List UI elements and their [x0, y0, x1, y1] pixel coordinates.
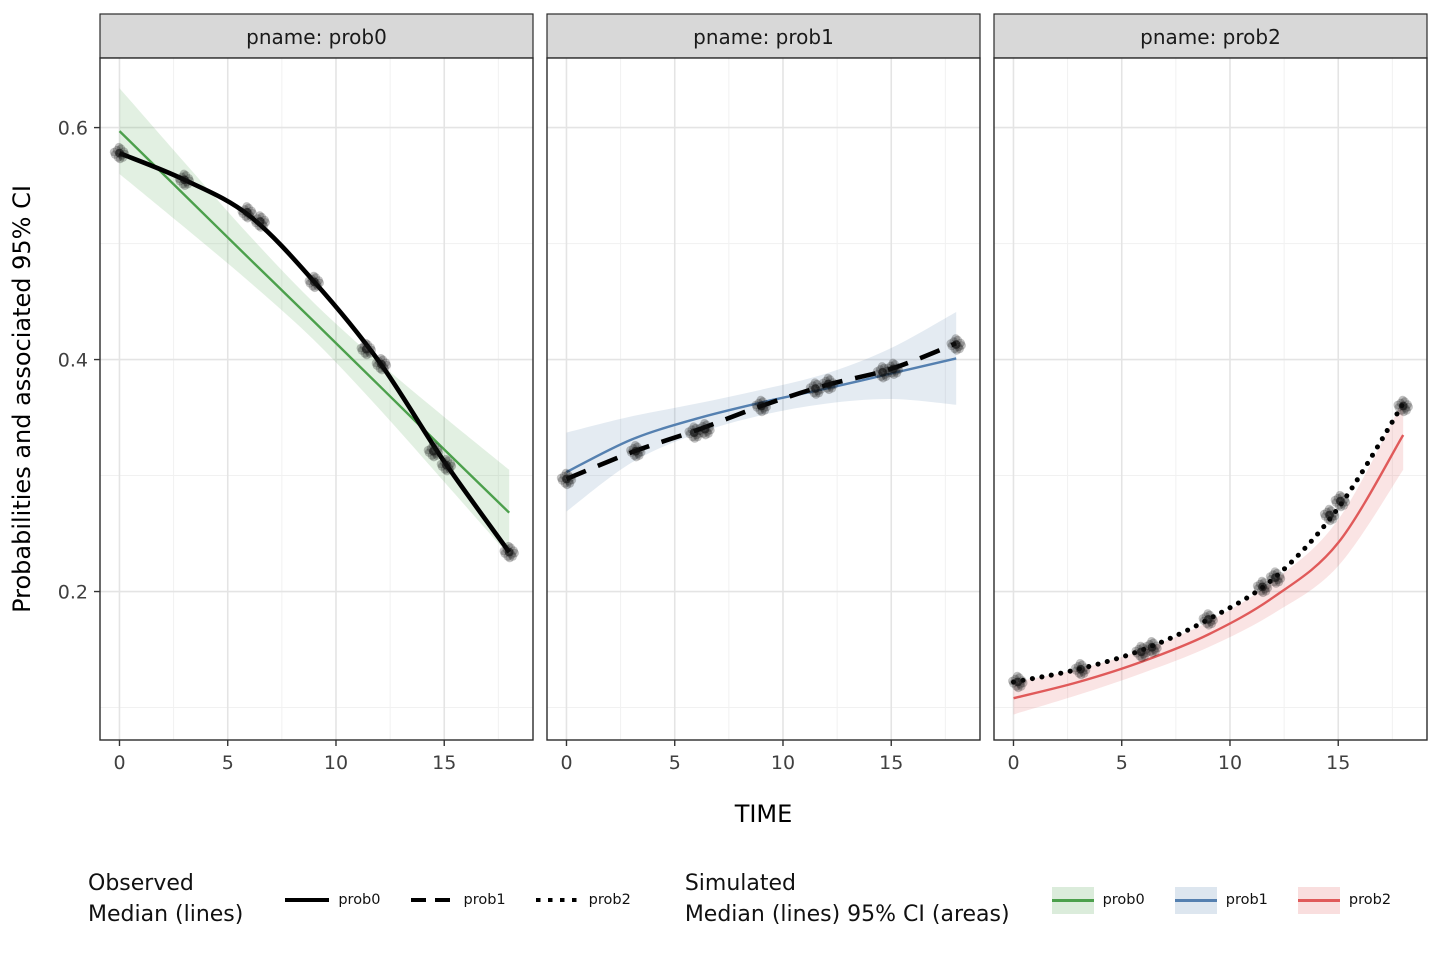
simulated-line-prob2	[1013, 434, 1405, 700]
observed-point-core	[1398, 401, 1408, 411]
faceted-plot: pname: prob0 0 5 10 15 0.2 0.4 0.6 pname: prob1 0…	[8, 13, 1428, 828]
legend-key-label: prob0	[338, 892, 381, 908]
dashed-line-icon	[410, 898, 455, 902]
panel-border	[546, 57, 981, 741]
observed-point-core	[951, 340, 961, 349]
x-tick-label: 5	[1116, 752, 1128, 774]
legend-observed: Observed Median (lines) prob0 prob1 prob…	[88, 869, 631, 931]
legend-key-simulated-prob1: prob1	[1174, 886, 1268, 914]
facet-strip-prob2	[993, 13, 1428, 59]
observed-point-core	[1336, 496, 1345, 506]
facet-panel-prob1	[547, 58, 980, 740]
panel-background	[547, 58, 980, 740]
observed-point-core	[878, 367, 887, 377]
panel-background	[994, 58, 1427, 740]
x-tick-label: 0	[1007, 752, 1019, 774]
legend-key-label: prob1	[1225, 892, 1268, 908]
dotted-line-icon	[535, 898, 580, 902]
legend-key-label: prob0	[1102, 892, 1145, 908]
facet-panel-prob2	[994, 58, 1427, 740]
y-tick-label: 0.6	[58, 118, 88, 140]
y-tick-label: 0.2	[58, 582, 88, 604]
legend-observed-keys: prob0 prob1 prob2	[285, 892, 631, 908]
observed-points-prob1	[556, 334, 966, 490]
legend: Observed Median (lines) prob0 prob1 prob…	[0, 845, 1440, 955]
observed-point-core	[756, 401, 766, 411]
legend-simulated-title: Simulated Median (lines) 95% CI (areas)	[685, 869, 1010, 931]
observed-point-core	[429, 446, 438, 456]
legend-key-simulated-prob2: prob2	[1297, 886, 1392, 914]
legend-key-label: prob2	[1348, 892, 1392, 908]
observed-points-prob0	[109, 142, 519, 563]
legend-key-label: prob1	[463, 892, 506, 908]
observed-points-prob2	[1008, 395, 1413, 693]
observed-point-core	[1258, 582, 1267, 592]
observed-point-core	[811, 384, 820, 393]
legend-simulated-keys: prob0 prob1 prob2	[1051, 886, 1392, 914]
facet-strip-label: pname: prob2	[1140, 25, 1281, 49]
observed-point-core	[1136, 647, 1146, 657]
x-tick-label: 15	[1326, 752, 1350, 774]
observed-point-core	[242, 207, 252, 217]
observed-point-core	[180, 175, 189, 185]
observed-point-core	[442, 460, 451, 470]
facet-strip-prob1	[546, 13, 981, 59]
x-tick-label: 15	[879, 752, 903, 774]
panel-background	[100, 58, 533, 740]
facet-strip-label: pname: prob0	[246, 25, 387, 49]
x-tick-label: 10	[771, 752, 795, 774]
observed-point-core	[115, 148, 124, 158]
legend-key-observed-prob1: prob1	[410, 892, 506, 908]
observed-point-core	[700, 424, 710, 434]
observed-point-core	[361, 344, 371, 354]
observed-point-core	[1013, 677, 1023, 687]
legend-key-observed-prob2: prob2	[535, 892, 631, 908]
observed-point-core	[1076, 664, 1085, 674]
x-tick-label: 5	[669, 752, 681, 774]
x-axis-title: TIME	[734, 800, 793, 828]
legend-key-observed-prob0: prob0	[285, 892, 381, 908]
simulated-ribbon-prob1	[566, 312, 957, 512]
legend-simulated: Simulated Median (lines) 95% CI (areas) …	[685, 869, 1391, 931]
y-tick-label: 0.4	[58, 350, 88, 372]
observed-point-core	[1203, 614, 1213, 624]
observed-point-core	[1325, 510, 1334, 520]
observed-point-core	[631, 446, 641, 456]
observed-point-core	[309, 277, 319, 287]
legend-key-simulated-prob0: prob0	[1051, 886, 1145, 914]
y-axis-title: Probabilities and associated 95% CI	[8, 185, 36, 613]
simulated-line-prob0	[118, 130, 511, 514]
legend-key-label: prob2	[588, 892, 631, 908]
x-tick-label: 0	[560, 752, 572, 774]
observed-point-core	[504, 547, 514, 557]
facet-panel-prob0	[100, 58, 533, 740]
panel-border	[993, 57, 1428, 741]
observed-point-core	[562, 474, 571, 484]
legend-simulated-title-line1: Simulated	[684, 871, 796, 897]
observed-point-core	[1147, 642, 1157, 652]
observed-point-core	[824, 379, 833, 389]
x-tick-label: 10	[324, 752, 348, 774]
observed-point-core	[377, 359, 386, 369]
green-ribbon-icon	[1051, 886, 1094, 914]
x-tick-label: 10	[1218, 752, 1242, 774]
observed-point-core	[889, 364, 898, 374]
x-tick-label: 5	[222, 752, 234, 774]
facet-strip-prob0	[99, 13, 534, 59]
x-tick-label: 15	[432, 752, 456, 774]
facet-strip-label: pname: prob1	[693, 25, 834, 49]
legend-observed-title-line1: Observed	[88, 871, 194, 897]
legend-simulated-title-line2: Median (lines) 95% CI (areas)	[684, 902, 1010, 927]
blue-ribbon-icon	[1174, 886, 1217, 914]
observed-point-core	[1271, 573, 1280, 583]
panel-border	[99, 57, 534, 741]
legend-observed-title-line2: Median (lines)	[88, 902, 244, 927]
red-ribbon-icon	[1297, 886, 1340, 914]
x-tick-label: 0	[113, 752, 125, 774]
observed-point-core	[689, 428, 699, 438]
observed-point-core	[255, 217, 265, 226]
solid-line-icon	[285, 898, 330, 902]
legend-observed-title: Observed Median (lines)	[88, 869, 243, 931]
